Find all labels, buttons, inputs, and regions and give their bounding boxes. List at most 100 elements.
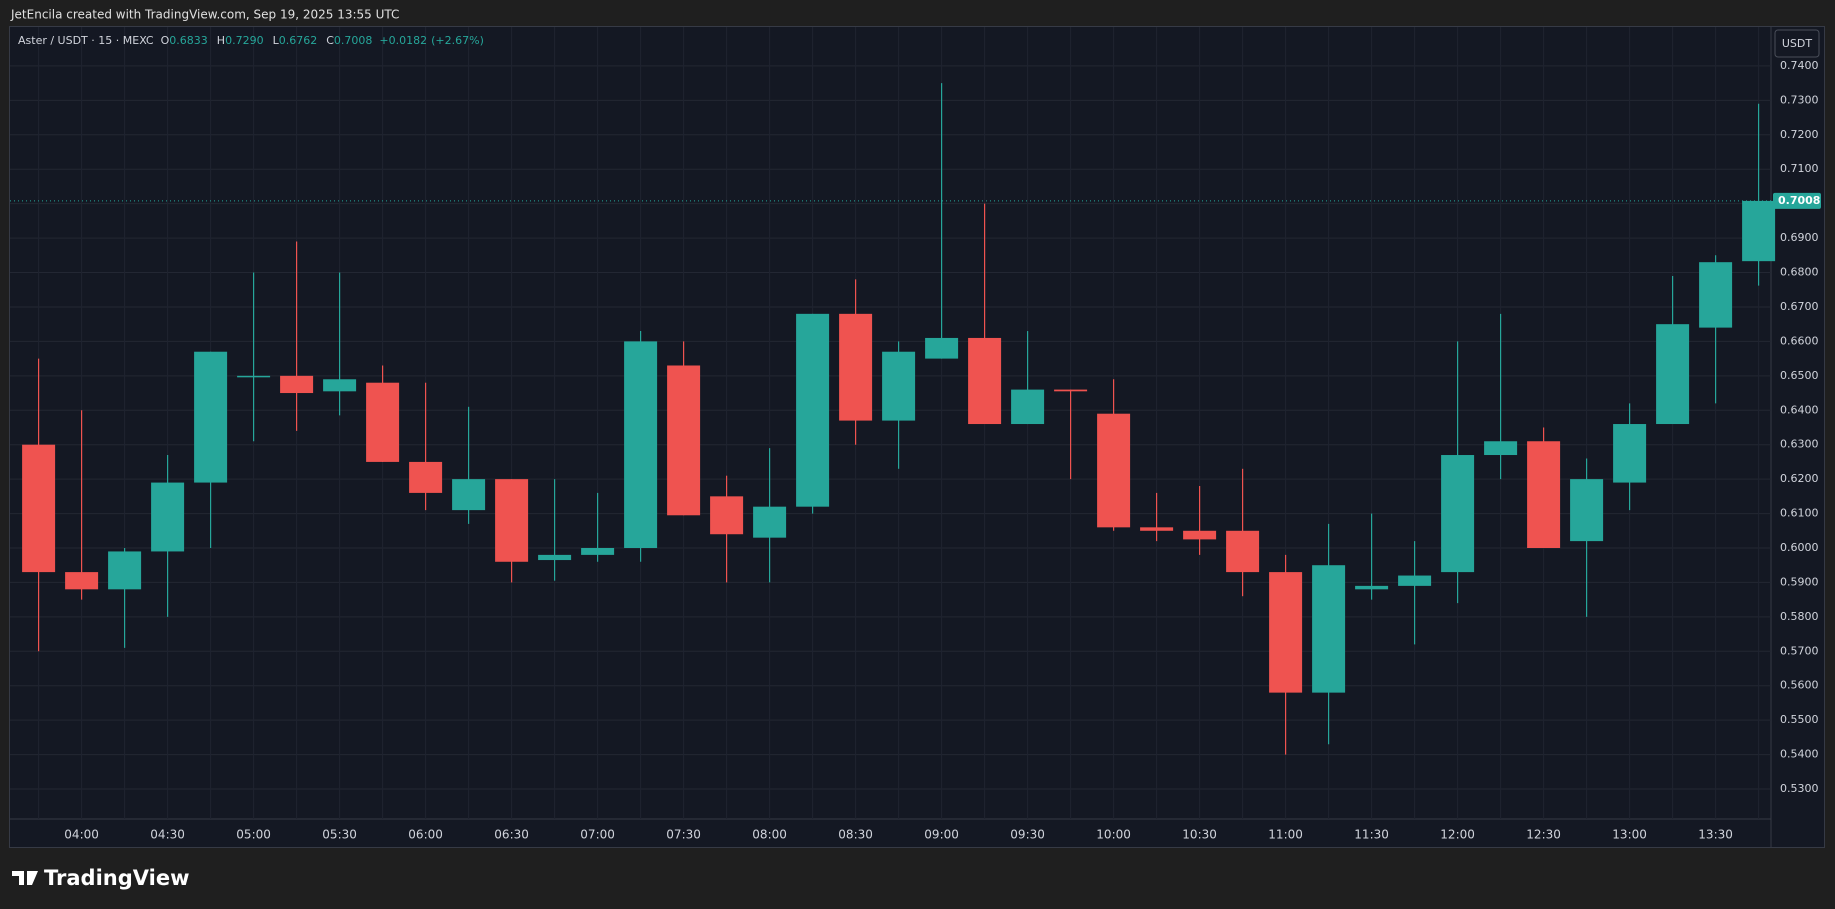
legend-value: 0.6762 <box>279 34 318 47</box>
legend-change-pct: (+2.67%) <box>431 34 484 47</box>
y-tick-label: 0.6900 <box>1780 231 1819 244</box>
y-tick-label: 0.7300 <box>1780 93 1819 106</box>
candle-body <box>1527 441 1561 548</box>
y-tick-label: 0.5600 <box>1780 679 1819 692</box>
legend-symbol: Aster / USDT · 15 · MEXC <box>18 34 154 47</box>
x-tick-label: 07:30 <box>666 828 701 842</box>
candle-body <box>839 313 873 421</box>
x-tick-label: 05:00 <box>236 828 271 842</box>
legend-key: H <box>217 34 225 47</box>
candle-body <box>1054 389 1088 392</box>
candle-body <box>710 496 744 535</box>
footer-brand: TradingView <box>44 866 189 890</box>
candle-body <box>237 375 271 378</box>
y-tick-label: 0.7400 <box>1780 59 1819 72</box>
candle-body <box>1742 200 1776 262</box>
y-tick-label: 0.5800 <box>1780 610 1819 623</box>
candle-body <box>1183 530 1217 540</box>
y-tick-label: 0.6000 <box>1780 541 1819 554</box>
x-tick-label: 04:00 <box>64 828 99 842</box>
y-tick-label: 0.6200 <box>1780 472 1819 485</box>
candle-body <box>1312 565 1346 693</box>
candle-body <box>323 379 357 392</box>
x-tick-label: 12:00 <box>1440 828 1475 842</box>
candle-body <box>409 461 443 493</box>
y-tick-label: 0.7100 <box>1780 162 1819 175</box>
last-price-label: 0.7008 <box>1778 194 1820 207</box>
candle-body <box>624 341 658 548</box>
x-tick-label: 10:00 <box>1096 828 1131 842</box>
x-tick-label: 08:00 <box>752 828 787 842</box>
x-tick-label: 04:30 <box>150 828 185 842</box>
legend-key: C <box>326 34 334 47</box>
legend-value: 0.7008 <box>334 34 373 47</box>
y-tick-label: 0.5900 <box>1780 575 1819 588</box>
y-tick-label: 0.5300 <box>1780 782 1819 795</box>
candle-body <box>753 506 787 538</box>
candle-body <box>882 351 916 421</box>
candle-body <box>151 482 185 552</box>
x-tick-label: 12:30 <box>1526 828 1561 842</box>
candle-body <box>538 554 572 561</box>
candle-body <box>280 375 314 394</box>
candle-body <box>366 382 400 462</box>
legend-value: 0.7290 <box>225 34 264 47</box>
candle-body <box>1269 572 1303 693</box>
y-tick-label: 0.6300 <box>1780 438 1819 451</box>
y-tick-label: 0.6800 <box>1780 266 1819 279</box>
y-tick-label: 0.5500 <box>1780 713 1819 726</box>
candle-body <box>194 351 228 483</box>
candle-body <box>452 479 486 511</box>
y-tick-label: 0.6600 <box>1780 334 1819 347</box>
legend-change: +0.0182 <box>379 34 427 47</box>
candle-body <box>1570 479 1604 542</box>
candle-body <box>667 365 701 516</box>
x-tick-label: 13:30 <box>1698 828 1733 842</box>
footer-logo: TradingView <box>12 866 189 890</box>
legend: Aster / USDT · 15 · MEXC O0.6833 H0.7290 L0… <box>18 34 484 47</box>
x-tick-label: 11:00 <box>1268 828 1303 842</box>
y-tick-label: 0.5400 <box>1780 748 1819 761</box>
x-tick-label: 06:30 <box>494 828 529 842</box>
x-tick-label: 09:00 <box>924 828 959 842</box>
y-tick-label: 0.7200 <box>1780 128 1819 141</box>
candle-body <box>796 313 830 507</box>
last-price-tag <box>1773 192 1821 209</box>
candle-body <box>108 551 142 590</box>
y-tick-label: 0.6400 <box>1780 403 1819 416</box>
candle-body <box>968 337 1002 425</box>
candle-body <box>495 479 529 562</box>
x-tick-label: 11:30 <box>1354 828 1389 842</box>
header: JetEncila created with TradingView.com, … <box>10 8 399 22</box>
candle-body <box>65 572 99 590</box>
candle-body <box>925 337 959 359</box>
candle-body <box>1097 413 1131 528</box>
legend-key: O <box>161 34 170 47</box>
currency-button[interactable] <box>1774 29 1820 58</box>
y-tick-label: 0.5700 <box>1780 644 1819 657</box>
x-tick-label: 13:00 <box>1612 828 1647 842</box>
plot <box>10 27 1776 819</box>
legend-value: 0.6833 <box>169 34 208 47</box>
currency-label: USDT <box>1782 37 1813 50</box>
y-tick-label: 0.6700 <box>1780 300 1819 313</box>
candle-body <box>1355 585 1389 590</box>
x-tick-label: 06:00 <box>408 828 443 842</box>
x-tick-label: 09:30 <box>1010 828 1045 842</box>
x-tick-label: 10:30 <box>1182 828 1217 842</box>
candle-body <box>1441 455 1475 573</box>
candle-body <box>1226 530 1260 573</box>
candle-body <box>1011 389 1045 425</box>
y-tick-label: 0.6500 <box>1780 369 1819 382</box>
x-tick-label: 08:30 <box>838 828 873 842</box>
chart-frame <box>9 26 1825 848</box>
logo-dot <box>27 871 33 877</box>
candle-body <box>1484 441 1518 456</box>
candle-body <box>1699 262 1733 328</box>
y-tick-label: 0.6100 <box>1780 507 1819 520</box>
x-tick-label: 05:30 <box>322 828 357 842</box>
candle-body <box>581 547 615 555</box>
candle-body <box>22 444 56 573</box>
